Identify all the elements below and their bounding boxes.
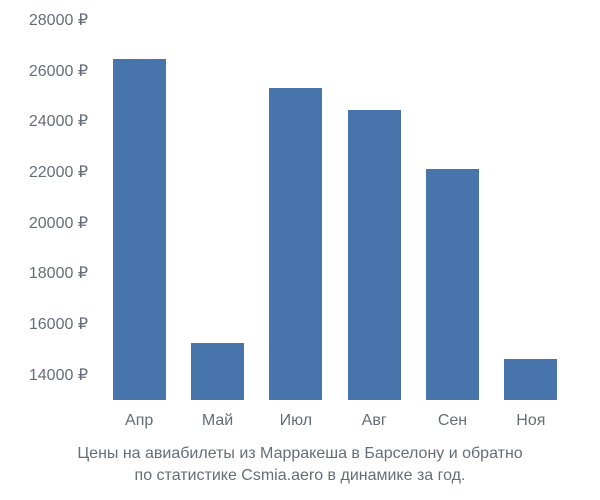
bar (504, 359, 557, 400)
bar (426, 169, 479, 400)
y-tick-label: 14000 ₽ (29, 365, 100, 385)
plot-area: 14000 ₽16000 ₽18000 ₽20000 ₽22000 ₽24000… (100, 20, 570, 400)
bar (191, 343, 244, 400)
price-chart: 14000 ₽ 16000 ₽ 18000 ₽ 20000 ₽ 22000 ₽ 24000… (0, 0, 600, 500)
x-tick-label: Сен (438, 400, 467, 430)
y-tick-label: 20000 ₽ (29, 213, 100, 233)
chart-caption: Цены на авиабилеты из Марракеша в Барсел… (0, 443, 600, 486)
bar (269, 88, 322, 400)
y-tick-label: 24000 ₽ (29, 111, 100, 131)
y-tick-label: 26000 ₽ (29, 61, 100, 81)
bars-layer (100, 20, 570, 400)
y-tick-label: 22000 ₽ (29, 162, 100, 182)
bar (113, 59, 166, 400)
x-tick-label: Апр (125, 400, 153, 430)
y-tick-label: 18000 ₽ (29, 263, 100, 283)
caption-line-1: Цены на авиабилеты из Марракеша в Барсел… (0, 443, 600, 465)
x-tick-label: Ноя (516, 400, 545, 430)
x-tick-label: Июл (280, 400, 312, 430)
x-tick-label: Авг (362, 400, 387, 430)
bar (348, 110, 401, 400)
caption-line-2: по статистике Csmia.aero в динамике за г… (0, 465, 600, 487)
y-tick-label: 28000 ₽ (29, 10, 100, 30)
x-tick-label: Май (202, 400, 233, 430)
y-tick-label: 16000 ₽ (29, 314, 100, 334)
